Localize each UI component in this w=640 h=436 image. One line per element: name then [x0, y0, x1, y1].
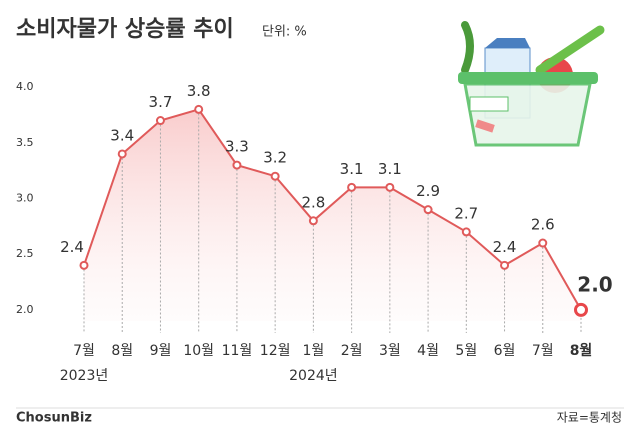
point [538, 238, 548, 248]
x-tick-label: 8월 [570, 342, 593, 359]
point [347, 182, 357, 192]
value-label: 3.3 [225, 138, 249, 156]
x-tick-label: 7월 [532, 343, 554, 359]
y-tick-label: 4.0 [16, 80, 34, 93]
x-tick-label: 5월 [455, 343, 477, 359]
y-tick-label: 3.0 [16, 192, 34, 205]
x-tick-label: 2월 [341, 343, 363, 359]
x-tick-label: 8월 [111, 343, 133, 359]
basket-illustration [458, 21, 605, 147]
x-tick-label: 6월 [494, 343, 516, 359]
chart-title: 소비자물가 상승률 추이 [16, 17, 234, 42]
value-label: 2.0 [577, 272, 612, 296]
point [117, 149, 127, 159]
line [83, 108, 582, 311]
point [574, 302, 588, 317]
value-label: 2.9 [416, 182, 440, 200]
x-tick-label: 9월 [150, 343, 172, 359]
y-tick-label: 2.5 [16, 247, 34, 260]
x-tick-label: 4월 [417, 343, 439, 359]
y-tick-label: 2.0 [16, 303, 34, 316]
year-label: 2023년 [60, 368, 109, 384]
value-label: 3.1 [378, 160, 402, 178]
point [308, 216, 318, 226]
x-tick-label: 10월 [183, 343, 214, 359]
x-tick-label: 7월 [73, 343, 95, 359]
x-tick-label: 3월 [379, 343, 401, 359]
point [500, 260, 510, 270]
point [385, 182, 395, 192]
point [423, 205, 433, 215]
x-tick-label: 12월 [260, 343, 291, 359]
point [155, 116, 165, 126]
value-label: 2.7 [454, 204, 478, 222]
value-label: 3.7 [149, 93, 173, 111]
source: 자료=통계청 [557, 411, 622, 425]
x-tick-label: 1월 [302, 343, 324, 359]
point [232, 160, 242, 170]
value-label: 2.4 [493, 238, 517, 256]
value-label: 3.2 [263, 149, 287, 167]
value-label: 3.8 [187, 82, 211, 100]
year-label: 2024년 [289, 368, 338, 384]
value-label: 2.4 [60, 238, 84, 256]
point [79, 260, 89, 270]
point [461, 227, 471, 237]
logo: ChosunBiz [16, 411, 92, 426]
point [194, 104, 204, 114]
value-label: 2.8 [301, 193, 325, 211]
value-label: 3.1 [340, 160, 364, 178]
y-tick-label: 3.5 [16, 136, 34, 149]
x-tick-label: 11월 [222, 343, 253, 359]
area [84, 109, 581, 321]
value-label: 2.6 [531, 216, 555, 234]
point [270, 171, 280, 181]
value-label: 3.4 [110, 126, 134, 144]
unit-label: 단위: % [262, 25, 307, 40]
